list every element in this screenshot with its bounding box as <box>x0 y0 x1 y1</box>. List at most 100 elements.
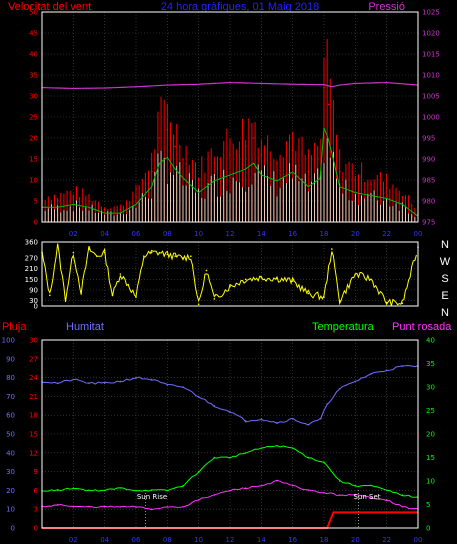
wind-point <box>260 154 263 156</box>
direction-point <box>158 251 161 254</box>
humidity-tick-0: 0 <box>11 525 15 533</box>
wind-tick-1: 5 <box>34 198 38 206</box>
hour-label-10: 22 <box>382 230 391 238</box>
hour-label-7: 16 <box>288 536 297 544</box>
series-point-2 <box>213 494 216 496</box>
humidity-tick-10: 100 <box>2 337 15 345</box>
direction-point <box>260 276 263 279</box>
wind-tick-7: 35 <box>29 72 38 80</box>
wind-point <box>56 200 59 202</box>
wind-point <box>338 170 341 173</box>
series-point-0 <box>213 405 216 407</box>
wind-tick-3: 15 <box>29 156 38 164</box>
humidity-tick-1: 10 <box>6 506 15 514</box>
direction-point <box>244 278 247 281</box>
direction-point <box>111 294 114 297</box>
hour-label-3: 08 <box>163 536 172 544</box>
hour-label-1: 04 <box>100 536 109 544</box>
panel1-frame <box>41 11 419 223</box>
wind-point <box>370 183 372 185</box>
humidity-tick-4: 40 <box>6 449 15 457</box>
series-point-0 <box>370 373 372 375</box>
series-point-0 <box>166 384 169 386</box>
wind-tick-9: 45 <box>29 30 38 38</box>
series-point-0 <box>354 380 357 383</box>
direction-point <box>385 301 388 304</box>
wind-point <box>291 149 294 152</box>
panel2-frame <box>41 241 419 307</box>
direction-point <box>401 302 404 305</box>
series-point-0 <box>276 422 278 424</box>
direction-point <box>182 257 184 259</box>
series-point-2 <box>56 503 59 506</box>
pressure-tick-2: 985 <box>422 177 435 185</box>
direction-point <box>190 255 192 258</box>
direction-tick-4: 210 <box>25 265 38 273</box>
series-point-2 <box>401 506 404 508</box>
temperature-tick-4: 20 <box>426 431 435 439</box>
series-point-2 <box>182 506 184 508</box>
series-point-2 <box>370 496 372 499</box>
series-point-2 <box>72 506 75 508</box>
rain-tick-3: 9 <box>34 468 38 476</box>
pressure-line <box>41 81 419 90</box>
series-point-0 <box>103 382 106 384</box>
series-point-1 <box>119 487 122 489</box>
direction-point <box>56 244 59 247</box>
wind-point <box>119 208 122 211</box>
humidity-tick-2: 20 <box>6 487 15 495</box>
rain-tick-4: 12 <box>29 449 38 457</box>
series-point-1 <box>401 494 404 496</box>
humidity-tick-9: 90 <box>6 355 15 363</box>
direction-point <box>119 273 122 275</box>
pressure-tick-6: 1005 <box>422 93 440 101</box>
direction-point <box>338 299 341 302</box>
temperature-tick-6: 30 <box>426 384 435 392</box>
series-point-1 <box>385 489 388 492</box>
wind-point <box>385 187 388 190</box>
series-point-1 <box>56 489 59 492</box>
pressure-tick-4: 995 <box>422 135 435 143</box>
wind-point <box>174 145 176 148</box>
pressure-tick-5: 1000 <box>422 114 440 122</box>
pressure-tick-1: 980 <box>422 198 435 206</box>
direction-point <box>135 296 137 298</box>
series-point-2 <box>307 489 310 492</box>
series-point-0 <box>88 382 90 384</box>
humidity-temperature-panel: 0102030405060708090100036912151821242730… <box>2 337 435 544</box>
wind-tick-2: 10 <box>29 177 38 185</box>
series-point-1 <box>260 447 263 449</box>
temperature-label: Temperatura <box>312 321 375 333</box>
wind-point <box>401 196 404 198</box>
temperature-tick-5: 25 <box>426 407 435 415</box>
humidity-tick-8: 80 <box>6 374 15 382</box>
series-point-0 <box>244 420 247 422</box>
direction-point <box>166 253 169 256</box>
hour-label-4: 10 <box>194 536 203 544</box>
rain-tick-2: 6 <box>34 487 39 495</box>
series-point-0 <box>56 382 59 384</box>
direction-point <box>229 285 231 288</box>
series-point-0 <box>338 388 341 390</box>
series-point-3 <box>332 511 335 514</box>
series-point-2 <box>135 506 137 508</box>
rain-tick-0: 0 <box>34 525 38 533</box>
direction-point <box>213 298 216 300</box>
direction-point <box>370 278 372 281</box>
hour-label-11: 00 <box>414 230 423 238</box>
direction-point <box>143 255 145 258</box>
temperature-tick-7: 35 <box>426 360 435 368</box>
wind-direction-line <box>41 243 417 307</box>
direction-point <box>354 273 357 275</box>
wind-point <box>166 128 169 131</box>
temperature-tick-8: 40 <box>426 337 435 345</box>
temperature-tick-3: 15 <box>426 454 435 462</box>
series-point-2 <box>260 485 263 487</box>
wind-point <box>135 196 137 198</box>
rain-tick-10: 30 <box>29 337 38 345</box>
rain-tick-9: 27 <box>29 355 38 363</box>
series-point-1 <box>213 456 216 459</box>
hour-label-10: 22 <box>382 536 391 544</box>
series-point-2 <box>323 492 325 494</box>
